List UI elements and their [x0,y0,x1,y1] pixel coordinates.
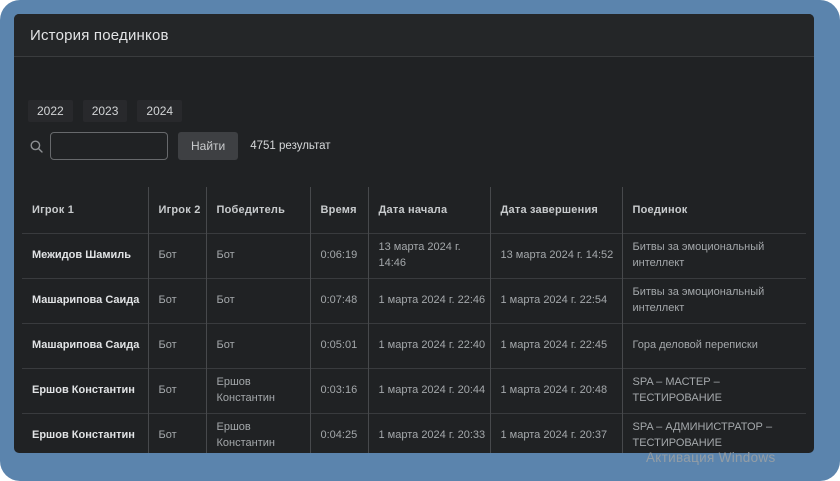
duel-history-window: История поединков 2022 2023 2024 Найти 4… [14,14,814,453]
table-cell: 1 марта 2024 г. 22:45 [489,323,622,368]
table-cell: Ершов Константин [205,368,310,413]
results-count: 4751 результат [250,140,331,152]
find-button[interactable]: Найти [178,132,239,160]
table-cell: SPA – АДМИНИСТРАТОР – ТЕСТИРОВАНИЕ [621,413,806,453]
table-cell: Бот [147,323,206,368]
table-cell: 1 марта 2024 г. 20:44 [367,368,490,413]
column-header: Поединок [621,187,806,233]
table-cell: Бот [205,323,310,368]
table-cell: 1 марта 2024 г. 20:37 [489,413,622,453]
duel-history-table: Игрок 1 Игрок 2 Победитель Время Дата начала… [22,187,806,453]
year-tabs: 2022 2023 2024 [28,100,806,122]
table-cell: SPA – МАСТЕР – ТЕСТИРОВАНИЕ [621,368,806,413]
table-cell: Бот [205,278,310,323]
search-input[interactable] [50,132,168,160]
table-cell: 1 марта 2024 г. 22:40 [367,323,490,368]
column-header: Дата начала [367,187,490,233]
table-cell: Ершов Константин [32,428,135,441]
table-cell: 0:05:01 [309,323,368,368]
table-header: Игрок 1 Игрок 2 Победитель Время Дата начала… [22,187,806,233]
search-icon [30,140,43,153]
table-cell: Машарипова Саида [32,293,140,306]
page-title: История поединков [30,26,169,44]
table-cell: Ершов Константин [205,413,310,453]
table-row: Ершов Константин Бот Ершов Константин 0:03:… [22,368,806,413]
table-cell: Гора деловой переписки [621,323,806,368]
table-row: Ершов Константин Бот Ершов Константин 0:04:… [22,413,806,453]
table-cell: 1 марта 2024 г. 20:33 [367,413,490,453]
table-row: Машарипова Саида Бот Бот 0:07:48 1 марта 202… [22,278,806,323]
table-cell: Битвы за эмоциональный интеллект [621,233,806,278]
table-cell: 13 марта 2024 г. 14:52 [489,233,622,278]
windows-activation-watermark: Активация Windows [646,450,776,465]
table-cell: 0:06:19 [309,233,368,278]
column-header: Время [309,187,368,233]
column-header: Игрок 1 [32,203,75,216]
table-cell: 1 марта 2024 г. 22:54 [489,278,622,323]
table-cell: Бот [205,233,310,278]
tab-2022[interactable]: 2022 [28,100,73,122]
table-cell: Бот [147,233,206,278]
table-cell: 1 марта 2024 г. 20:48 [489,368,622,413]
content-area: 2022 2023 2024 Найти 4751 результат Игро… [14,100,814,453]
table-row: Машарипова Саида Бот Бот 0:05:01 1 марта 202… [22,323,806,368]
table-cell: Межидов Шамиль [32,248,132,261]
tab-2024[interactable]: 2024 [137,100,183,122]
column-header: Игрок 2 [147,187,206,233]
table-cell: Машарипова Саида [32,338,140,351]
table-cell: 1 марта 2024 г. 22:46 [367,278,490,323]
table-cell: Бот [147,368,206,413]
table-cell: Бот [147,413,206,453]
table-cell: 0:04:25 [309,413,368,453]
search-row: Найти 4751 результат [28,131,806,161]
table-cell: 0:03:16 [309,368,368,413]
column-header: Дата завершения [489,187,622,233]
column-header: Победитель [205,187,310,233]
tab-2023[interactable]: 2023 [82,100,128,122]
titlebar: История поединков [14,14,814,57]
table-cell: Бот [147,278,206,323]
table-cell: 13 марта 2024 г. 14:46 [367,233,490,278]
table-cell: Битвы за эмоциональный интеллект [621,278,806,323]
table-cell: Ершов Константин [32,383,135,396]
table-row: Межидов Шамиль Бот Бот 0:06:19 13 марта 2024… [22,233,806,278]
table-cell: 0:07:48 [309,278,368,323]
